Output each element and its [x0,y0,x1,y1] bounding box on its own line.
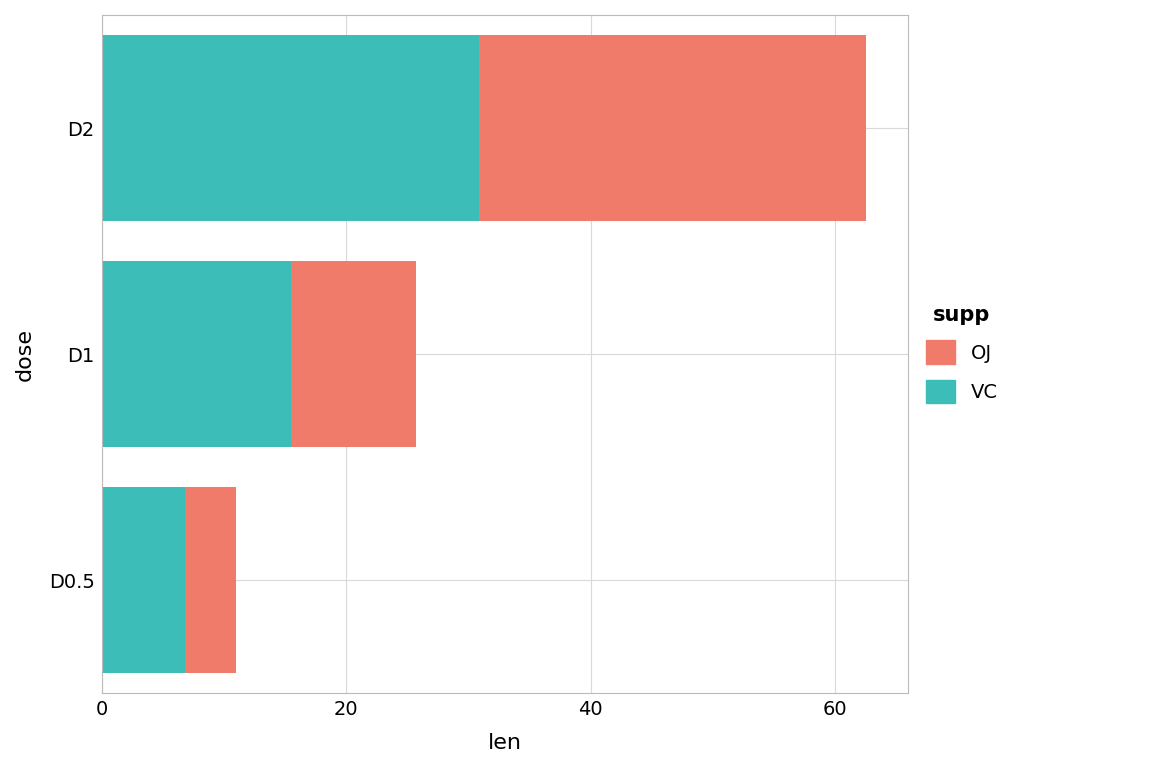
Y-axis label: dose: dose [15,328,35,381]
Bar [101,35,479,220]
Bar [101,261,291,447]
Bar [479,35,865,220]
Bar [101,488,184,673]
X-axis label: len: len [488,733,522,753]
Bar [184,488,236,673]
Legend: OJ, VC: OJ, VC [926,305,998,403]
Bar [291,261,416,447]
